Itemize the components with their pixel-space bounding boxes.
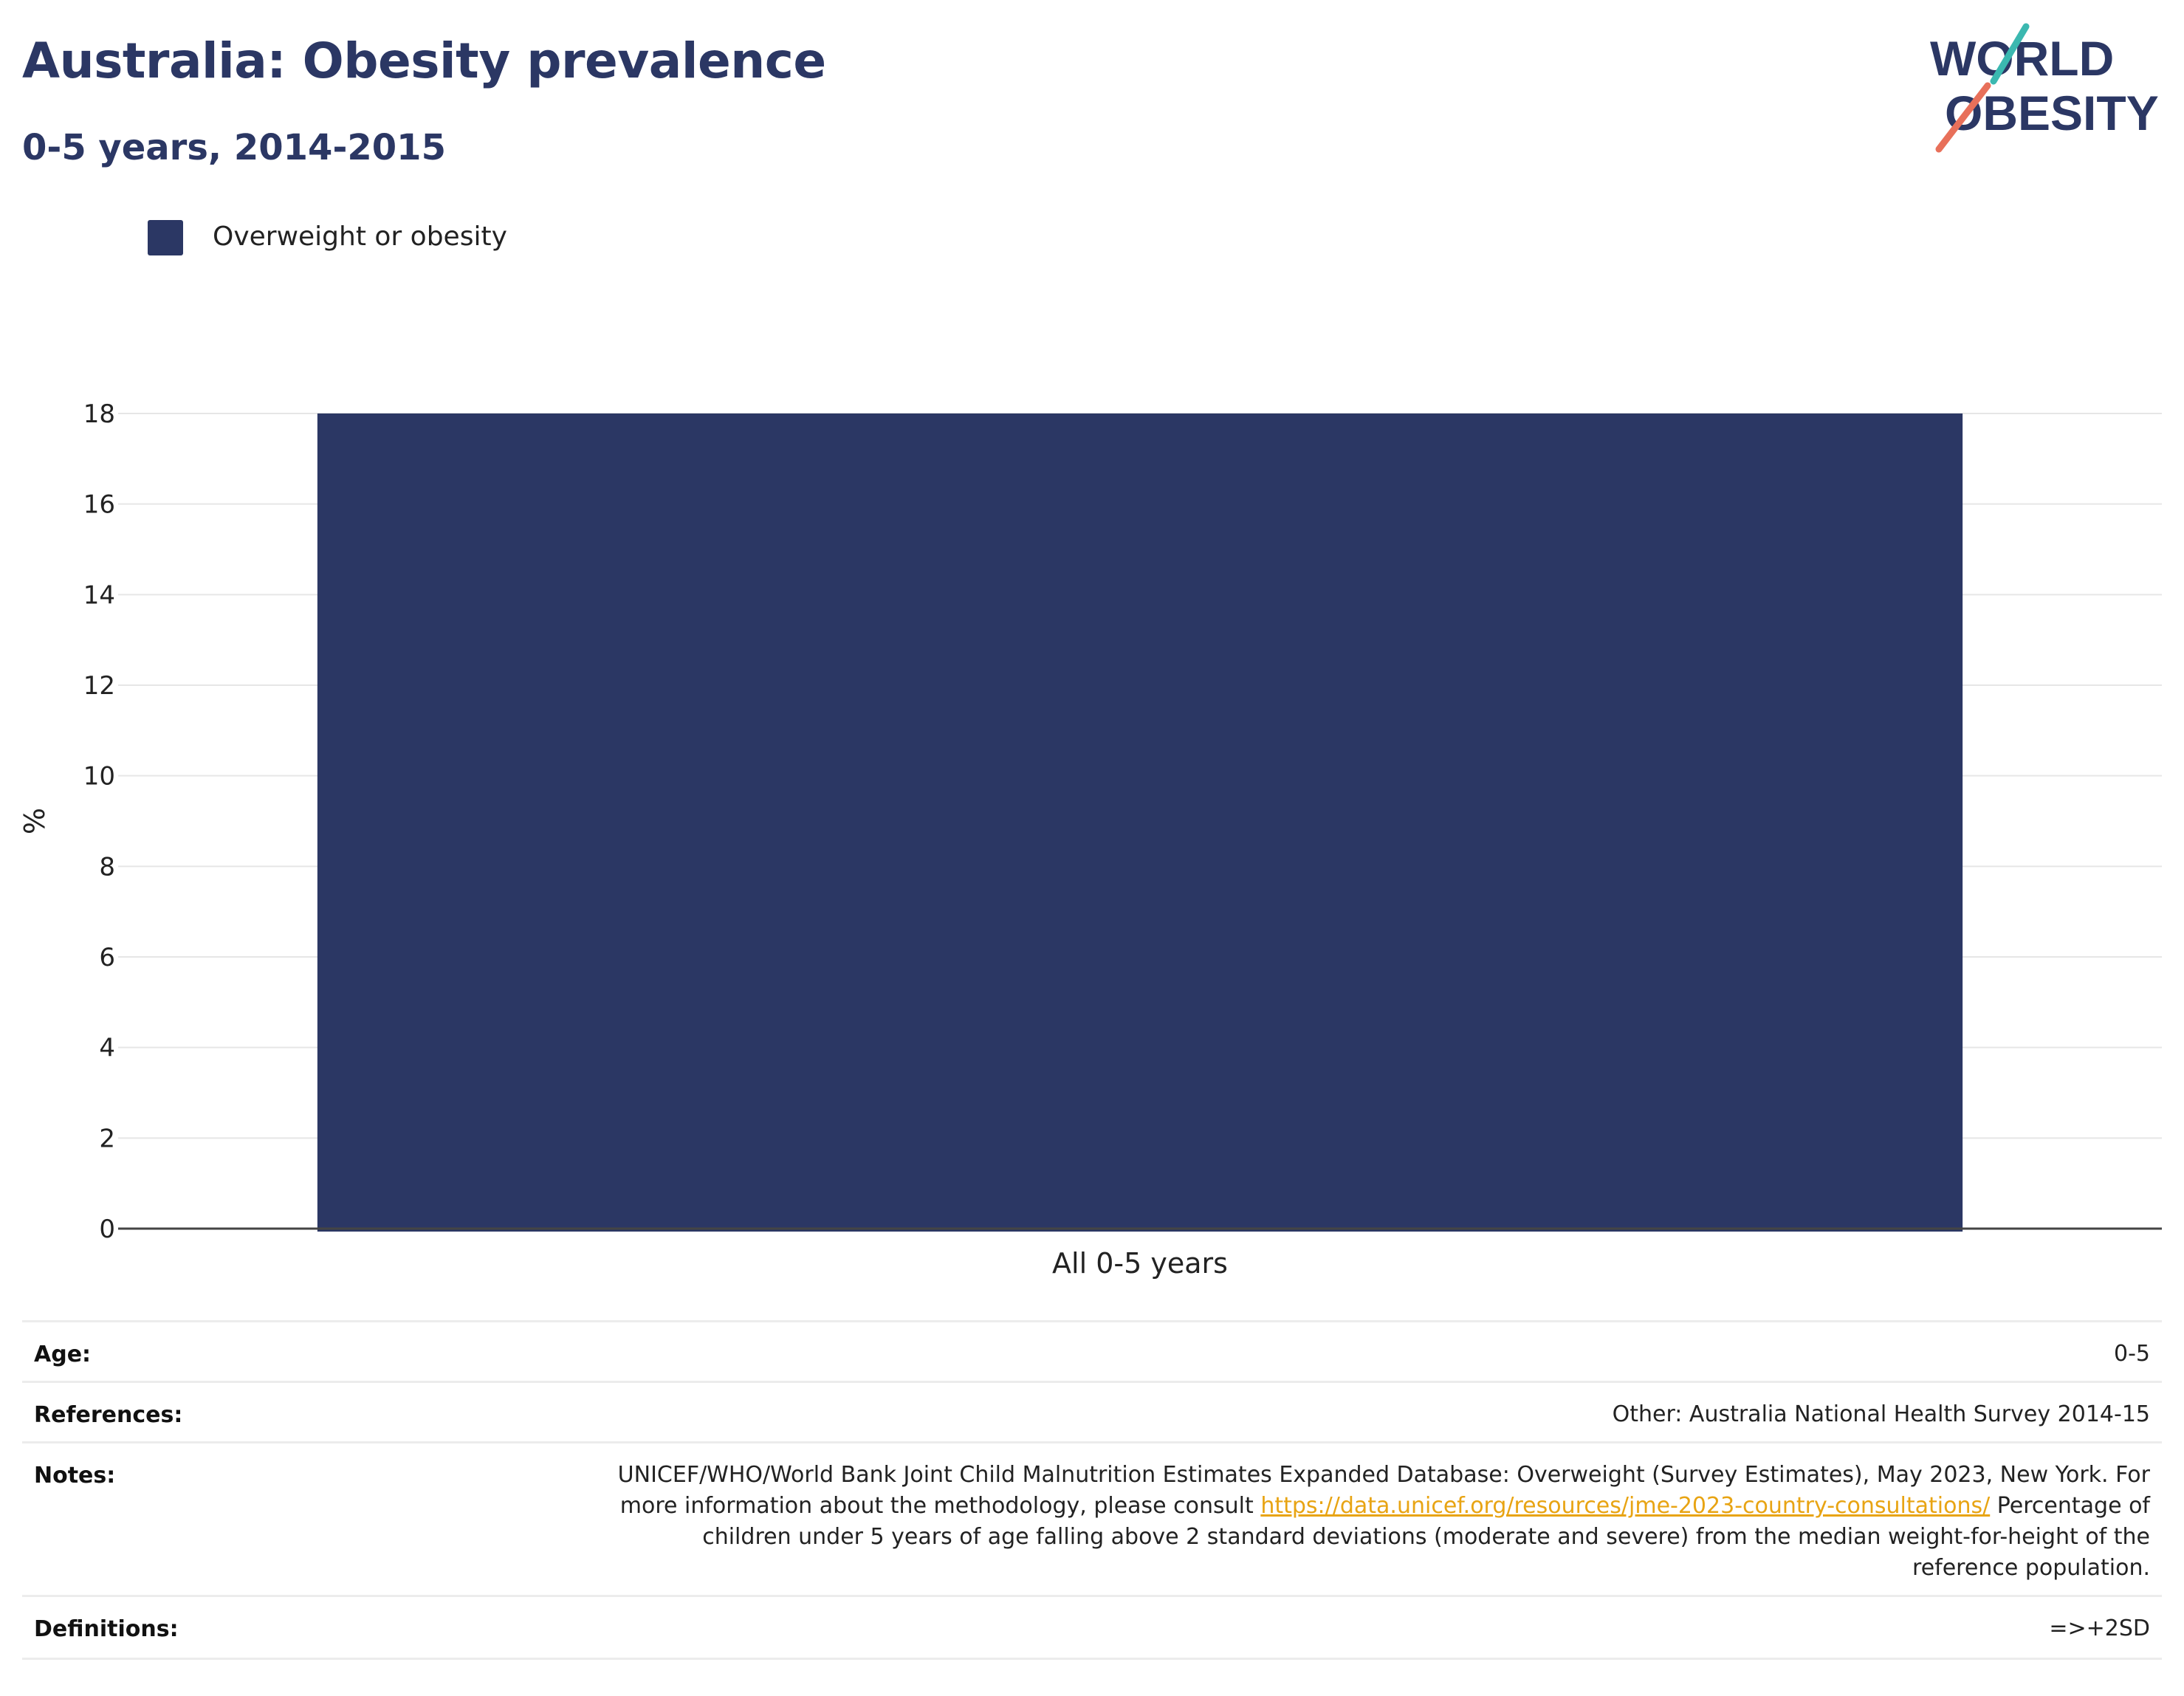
references-label: References: [34,1402,183,1428]
age-label: Age: [34,1342,92,1367]
y-axis-label: % [18,808,51,834]
notes-text-2: Percentage of children under 5 years of … [702,1493,2150,1581]
y-tick-label: 12 [83,671,115,701]
info-row-age: Age: 0-5 [22,1320,2162,1383]
bar-chart: 0 2 4 6 8 10 12 14 16 18 All 0-5 years% [18,399,2162,1280]
definitions-value: =>+2SD [2049,1616,2150,1641]
y-tick-label: 18 [83,399,115,429]
definitions-label: Definitions: [34,1616,179,1642]
notes-label: Notes: [34,1463,116,1489]
y-tick-label: 16 [83,490,115,520]
references-value: Other: Australia National Health Survey … [1612,1401,2150,1427]
logo-slash-coral [1935,82,1991,153]
bar [317,413,1963,1232]
notes-link[interactable]: https://data.unicef.org/resources/jme-20… [1260,1493,1991,1519]
notes-text-1: UNICEF/WHO/World Bank Joint Child Malnut… [617,1462,2150,1519]
world-obesity-logo: WORLD OBESITY [1930,23,2159,153]
x-tick-label: All 0-5 years [1052,1247,1228,1280]
legend-label: Overweight or obesity [213,222,507,252]
logo-text-world: WORLD [1930,31,2114,86]
info-row-definitions: Definitions: =>+2SD [22,1595,2162,1660]
y-tick-label: 14 [83,580,115,610]
y-tick-label: 0 [99,1215,115,1244]
chart-title: Australia: Obesity prevalence [22,32,826,89]
age-value: 0-5 [2114,1341,2150,1367]
y-tick-label: 8 [99,852,115,882]
logo-slash-teal [1990,23,2030,85]
y-tick-label: 4 [99,1034,115,1063]
notes-value: UNICEF/WHO/World Bank Joint Child Malnut… [614,1460,2150,1584]
chart-subtitle: 0-5 years, 2014-2015 [22,127,446,168]
y-tick-label: 6 [99,943,115,972]
y-tick-label: 10 [83,762,115,792]
y-tick-label: 2 [99,1124,115,1153]
info-row-references: References: Other: Australia National He… [22,1381,2162,1443]
info-row-notes: Notes: UNICEF/WHO/World Bank Joint Child… [22,1441,2162,1597]
legend-swatch [148,220,183,255]
